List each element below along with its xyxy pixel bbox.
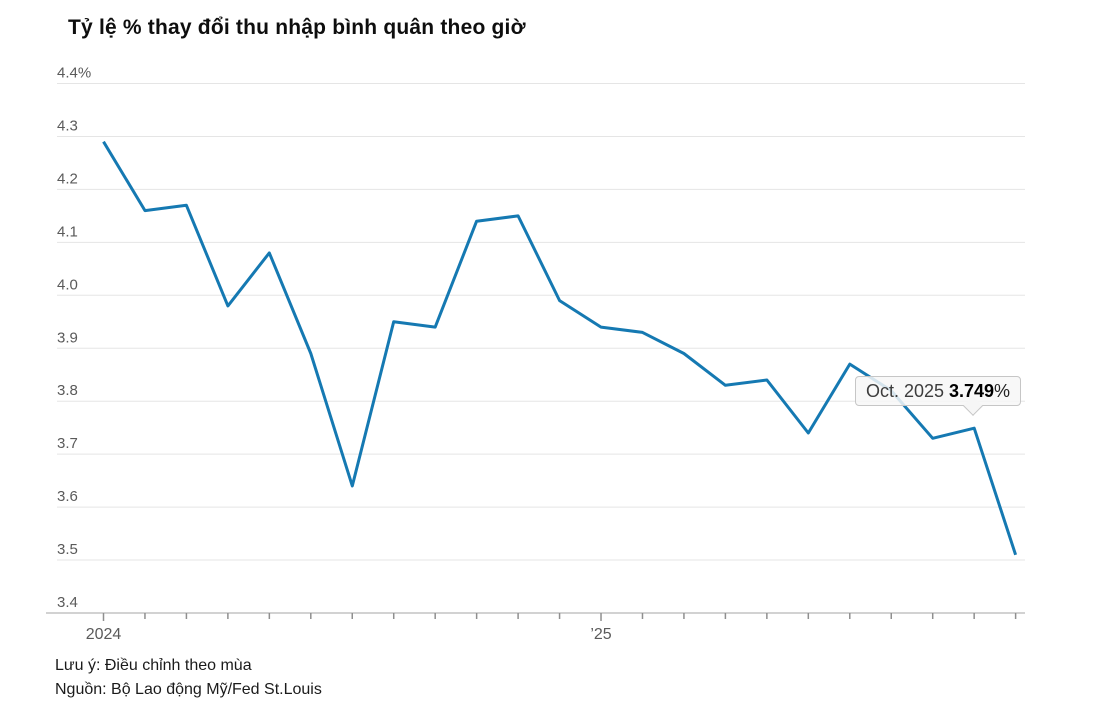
y-tick-label: 4.1 — [57, 223, 78, 240]
y-tick-label: 3.9 — [57, 329, 78, 346]
y-tick-label: 4.2 — [57, 170, 78, 187]
y-tick-label: 3.7 — [57, 435, 78, 452]
y-tick-label: 3.8 — [57, 382, 78, 399]
y-tick-label: 4.3 — [57, 117, 78, 134]
x-tick-label: ’25 — [590, 626, 611, 643]
tooltip-suffix: % — [994, 380, 1011, 401]
chart-source: Nguồn: Bộ Lao động Mỹ/Fed St.Louis — [55, 681, 322, 698]
y-tick-label: 4.0 — [57, 276, 78, 293]
tooltip: Oct. 2025 3.749% — [855, 376, 1021, 406]
y-tick-label: 3.4 — [57, 594, 78, 611]
earnings-series-line[interactable] — [102, 140, 1018, 556]
x-tick-label: 2024 — [86, 626, 122, 643]
tooltip-label: Oct. 2025 — [865, 380, 944, 401]
chart-note: Lưu ý: Điều chỉnh theo mùa — [55, 657, 252, 674]
y-tick-label: 3.6 — [57, 488, 78, 505]
y-tick-label: 4.4% — [57, 65, 91, 82]
y-tick-label: 3.5 — [57, 541, 78, 558]
tooltip-value: 3.749 — [948, 380, 995, 401]
chart-title: Tỷ lệ % thay đổi thu nhập bình quân theo… — [68, 16, 526, 39]
